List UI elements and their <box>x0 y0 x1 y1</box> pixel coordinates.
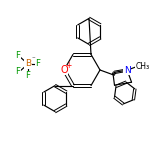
Text: CH₃: CH₃ <box>135 62 150 71</box>
Text: +: + <box>65 60 71 69</box>
Text: F: F <box>16 67 21 76</box>
Text: B: B <box>25 59 31 69</box>
Text: N: N <box>124 66 131 75</box>
Text: F: F <box>36 59 40 69</box>
Text: F: F <box>26 71 31 81</box>
Text: ⁻: ⁻ <box>31 56 35 62</box>
Text: F: F <box>16 52 21 60</box>
Text: O: O <box>60 65 68 75</box>
